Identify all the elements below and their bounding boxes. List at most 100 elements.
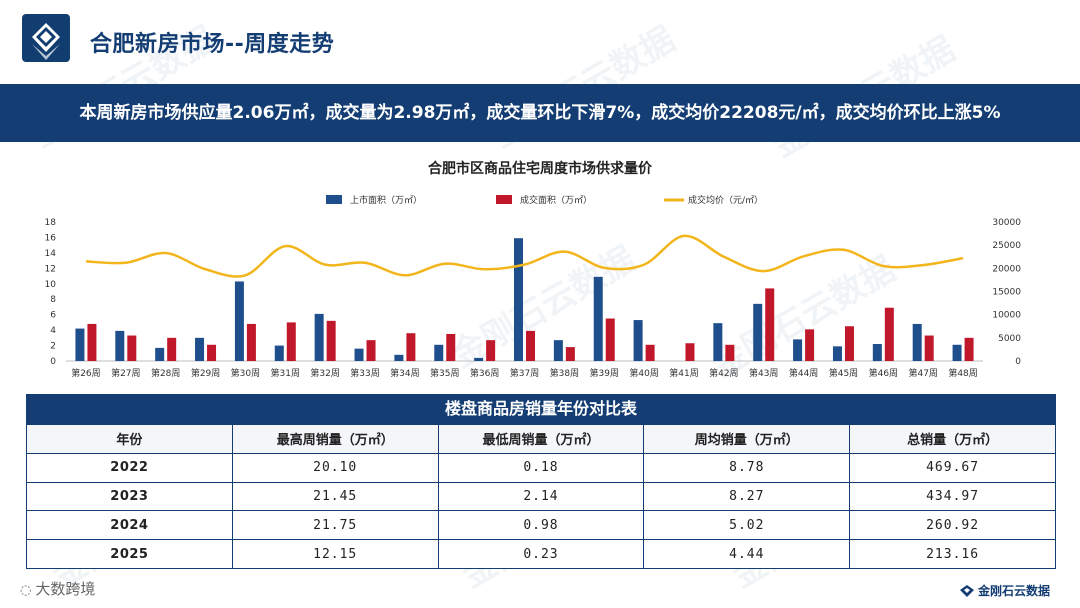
legend-swatch: [496, 195, 512, 204]
table-cell: 2022: [26, 452, 233, 483]
bar-deal: [326, 320, 336, 361]
bar-supply: [912, 323, 922, 361]
footer-source-text: 大数跨境: [35, 580, 96, 598]
bar-deal: [805, 329, 815, 361]
bar-supply: [593, 276, 603, 361]
y-tick-label-right: 25000: [992, 241, 1021, 251]
y-tick-label-left: 6: [50, 311, 56, 321]
table-cell: 21.45: [231, 481, 439, 512]
table-row: 2022 20.10 0.18 8.78 469.67: [26, 452, 1056, 483]
y-tick-label-left: 8: [50, 295, 56, 305]
x-tick-label: 第38周: [550, 367, 579, 379]
bar-deal: [884, 307, 894, 361]
table-header-cell: 总销量（万㎡）: [849, 424, 1056, 454]
x-tick-label: 第36周: [470, 367, 499, 379]
legend-swatch: [326, 195, 342, 204]
company-logo: [22, 14, 70, 62]
table-cell: 8.78: [643, 452, 851, 483]
table-cell: 2025: [26, 539, 233, 569]
bar-deal: [645, 344, 655, 361]
table-cell: 0.18: [437, 452, 645, 483]
table-cell: 213.16: [849, 539, 1056, 569]
bar-supply: [434, 344, 444, 361]
bar-deal: [725, 344, 735, 361]
footer-brand-text: 金刚石云数据: [978, 584, 1051, 598]
table-row: 2024 21.75 0.98 5.02 260.92: [26, 510, 1056, 541]
sales-comparison-table: 楼盘商品房销量年份对比表 年份 最高周销量（万㎡） 最低周销量（万㎡） 周均销量…: [26, 394, 1056, 569]
bar-supply: [474, 357, 484, 361]
bar-supply: [394, 354, 404, 361]
x-tick-label: 第34周: [390, 367, 419, 379]
x-tick-label: 第37周: [510, 367, 539, 379]
bar-deal: [366, 340, 376, 361]
diamond-logo-icon: [960, 585, 974, 597]
y-tick-label-right: 20000: [992, 264, 1021, 274]
bar-deal: [446, 333, 456, 361]
x-tick-label: 第42周: [709, 367, 738, 379]
bar-supply: [195, 337, 205, 361]
bar-supply: [274, 345, 284, 361]
bar-supply: [354, 348, 364, 361]
bar-supply: [713, 323, 723, 361]
bar-supply: [115, 330, 125, 361]
table-row: 2023 21.45 2.14 8.27 434.97: [26, 481, 1056, 512]
diamond-logo-icon: [32, 23, 60, 60]
bar-deal: [526, 330, 535, 361]
table-cell: 0.23: [437, 539, 645, 569]
table-header-cell: 最高周销量（万㎡）: [231, 424, 439, 454]
table-cell: 12.15: [231, 539, 439, 569]
bar-deal: [207, 344, 217, 361]
table-cell: 20.10: [231, 452, 439, 483]
table-cell: 2023: [26, 481, 233, 512]
x-tick-label: 第47周: [908, 367, 937, 379]
bar-deal: [565, 347, 575, 361]
line-price: [85, 234, 964, 278]
table-cell: 0.98: [437, 510, 645, 541]
x-tick-label: 第44周: [789, 367, 818, 379]
y-tick-label-left: 12: [45, 264, 56, 274]
bar-supply: [314, 313, 324, 361]
y-tick-label-right: 15000: [992, 288, 1021, 298]
table-row: 2025 12.15 0.23 4.44 213.16: [26, 539, 1056, 569]
supply-demand-price-chart: 上市面积（万㎡） 成交面积（万㎡） 成交均价（元/㎡） 0 2 4 6 8 10 12 14 16 18…: [45, 194, 1022, 379]
bar-supply: [832, 346, 842, 361]
legend-label: 成交均价（元/㎡）: [688, 194, 763, 206]
bar-supply: [753, 303, 763, 361]
y-tick-label-right: 0: [1015, 357, 1021, 367]
table-cell: 2.14: [437, 481, 645, 512]
x-tick-label: 第28周: [151, 367, 180, 379]
bar-deal: [246, 323, 256, 361]
table-cell: 5.02: [643, 510, 851, 541]
bar-deal: [406, 333, 416, 361]
table-header-cell: 最低周销量（万㎡）: [437, 424, 645, 454]
y-tick-label-left: 2: [50, 342, 56, 352]
x-tick-label: 第30周: [231, 367, 260, 379]
bar-deal: [605, 318, 615, 361]
footer-brand: 金刚石云数据: [960, 582, 1050, 599]
x-tick-label: 第32周: [310, 367, 339, 379]
y-tick-label-left: 0: [50, 357, 56, 367]
y-tick-label-left: 18: [45, 218, 57, 228]
x-tick-label: 第33周: [350, 367, 379, 379]
x-tick-label: 第29周: [191, 367, 220, 379]
bar-supply: [75, 328, 85, 361]
table-cell: 2024: [26, 510, 233, 541]
summary-banner: 本周新房市场供应量2.06万㎡，成交量为2.98万㎡，成交量环比下滑7%，成交均…: [0, 84, 1080, 142]
y-tick-label-right: 30000: [992, 218, 1021, 228]
bar-supply: [514, 238, 523, 361]
bar-supply: [155, 347, 165, 361]
bar-deal: [685, 343, 695, 361]
page-title: 合肥新房市场--周度走势: [90, 32, 335, 57]
x-tick-label: 第45周: [829, 367, 858, 379]
summary-banner-text: 本周新房市场供应量2.06万㎡，成交量为2.98万㎡，成交量环比下滑7%，成交均…: [79, 103, 1001, 123]
table-cell: 4.44: [643, 539, 851, 569]
y-tick-label-right: 10000: [992, 311, 1021, 321]
table-cell: 21.75: [231, 510, 439, 541]
table-cell: 8.27: [643, 481, 851, 512]
sales-table: 年份 最高周销量（万㎡） 最低周销量（万㎡） 周均销量（万㎡） 总销量（万㎡） …: [26, 424, 1056, 569]
bar-supply: [793, 339, 803, 361]
legend-label: 上市面积（万㎡）: [350, 194, 422, 206]
bar-deal: [486, 340, 496, 361]
table-header-row: 年份 最高周销量（万㎡） 最低周销量（万㎡） 周均销量（万㎡） 总销量（万㎡）: [26, 424, 1056, 454]
x-tick-label: 第46周: [869, 367, 898, 379]
